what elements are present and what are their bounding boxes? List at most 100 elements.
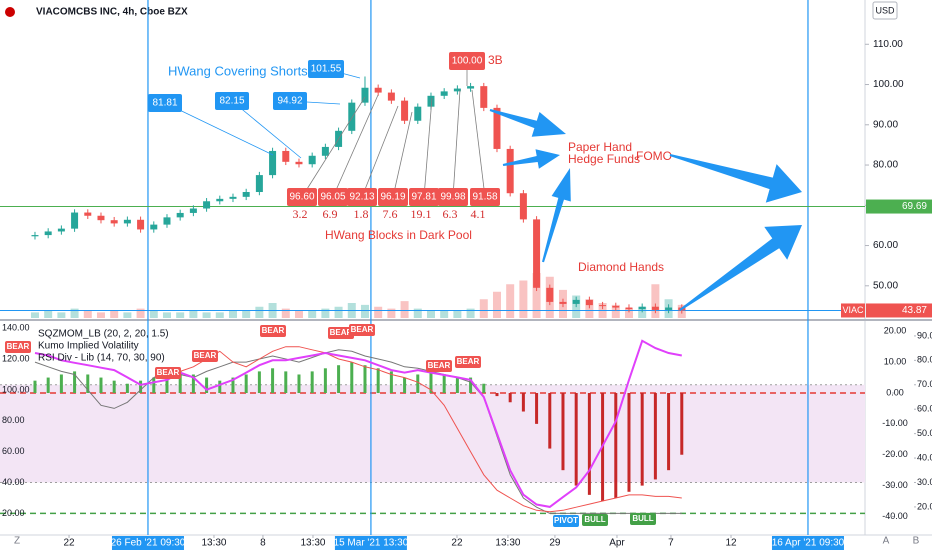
signal-label: BEAR: [457, 357, 480, 366]
annotation-text: 3B: [488, 53, 503, 67]
y-tick-label: 50.00: [917, 428, 932, 438]
auto-scale-button[interactable]: A: [883, 536, 890, 547]
callout-box: [378, 188, 408, 206]
arrow: [669, 154, 802, 203]
signal-box: [349, 324, 375, 336]
momentum-bar: [112, 380, 116, 393]
timezone-button[interactable]: Z: [14, 536, 20, 547]
momentum-bar: [323, 368, 327, 393]
candle-body: [110, 220, 118, 224]
volume-bar: [413, 308, 422, 318]
time-highlight-label: 15 Mar '21 13:30: [334, 538, 409, 549]
annotation-text: Hedge Funds: [568, 152, 640, 166]
indicator-line: [34, 339, 682, 508]
arrow: [679, 225, 802, 311]
y-tick-label: -30.00: [882, 480, 908, 490]
callout-label: 100.00: [452, 56, 483, 67]
y-tick-label: 60.00: [917, 404, 932, 414]
callout-leader: [392, 111, 413, 198]
candle-body: [585, 299, 593, 306]
volume-bar: [321, 308, 330, 318]
annotation-number: 7.6: [383, 207, 398, 221]
y-tick-label: 120.00: [2, 353, 30, 363]
momentum-bar: [442, 374, 446, 393]
volume-bar: [57, 312, 66, 318]
callout-box: [449, 52, 485, 70]
signal-label: BEAR: [428, 361, 451, 370]
annotation-number: 6.9: [323, 207, 338, 221]
callout-box: [215, 92, 249, 110]
candle-body: [599, 305, 607, 307]
indicator-line: [34, 349, 682, 514]
volume-bar: [176, 312, 185, 318]
callout-box: [438, 188, 468, 206]
log-scale-button[interactable]: B: [913, 536, 920, 547]
momentum-bar: [271, 368, 275, 393]
callout-leader: [332, 94, 379, 198]
momentum-bar: [218, 380, 222, 393]
callout-box: [347, 188, 377, 206]
momentum-bar: [403, 377, 407, 393]
momentum-bar: [574, 393, 578, 486]
callout-leader: [164, 102, 274, 156]
signal-label: BEAR: [7, 342, 30, 351]
volume-bar: [638, 306, 647, 318]
price-label: 69.69: [902, 201, 927, 212]
annotation-number: 4.1: [471, 207, 486, 221]
y-tick-label: 90.00: [873, 119, 898, 130]
candle-body: [493, 107, 501, 149]
candle-body: [255, 175, 263, 193]
price-label-box: [866, 303, 932, 318]
currency-box[interactable]: [872, 1, 898, 20]
y-tick-label: 140.00: [2, 323, 30, 333]
callout-leader: [301, 96, 366, 198]
signal-box: [553, 515, 579, 527]
volume-bar: [466, 308, 475, 318]
candle-body: [295, 161, 303, 165]
signal-label: BULL: [584, 515, 605, 524]
momentum-bar: [244, 374, 248, 393]
callout-box: [148, 94, 182, 112]
price-label-box: [866, 199, 932, 214]
signal-label: BEAR: [351, 325, 374, 334]
volume-bar: [374, 306, 383, 318]
y-tick-label: 60.00: [2, 446, 25, 456]
signal-label: PIVOT: [554, 516, 578, 525]
signal-box: [582, 514, 608, 526]
symbol-title: VIACOMCBS INC, 4h, Cboe BZX: [36, 7, 188, 18]
volume-bar: [110, 310, 119, 318]
volume-bar: [426, 310, 435, 318]
volume-bar: [123, 312, 132, 318]
momentum-bar: [139, 380, 143, 393]
signal-label: BULL: [632, 514, 653, 523]
momentum-bar: [495, 393, 499, 397]
momentum-bar: [508, 393, 512, 403]
x-tick-label: 12: [725, 538, 737, 549]
x-tick-label: 13:30: [201, 538, 226, 549]
momentum-bar: [667, 393, 671, 471]
arrow: [542, 168, 571, 263]
volume-bar: [400, 301, 409, 318]
arrow: [489, 109, 566, 137]
candle-body: [348, 102, 356, 131]
callout-box: [287, 188, 317, 206]
y-tick-label: 20.00: [2, 508, 25, 518]
indicator-legend: SQZMOM_LB (20, 2, 20, 1.5): [38, 329, 169, 340]
candle-body: [242, 192, 250, 197]
candle-body: [374, 87, 382, 93]
signal-box: [426, 360, 452, 372]
momentum-bar: [587, 393, 591, 495]
time-highlight-label: 26 Feb '21 09:30: [111, 538, 186, 549]
momentum-bar: [627, 393, 631, 492]
callout-label: 96.05: [320, 192, 345, 203]
candle-body: [57, 228, 65, 232]
annotation-text: Diamond Hands: [578, 260, 664, 274]
volume-bar: [387, 308, 396, 318]
candle-body: [453, 88, 461, 92]
y-tick-label: 90.00: [917, 330, 932, 340]
callout-label: 81.81: [152, 98, 177, 109]
candle-body: [123, 219, 131, 224]
x-tick-label: Apr: [609, 538, 625, 549]
currency[interactable]: USD: [875, 5, 895, 15]
candle-body: [401, 100, 409, 121]
